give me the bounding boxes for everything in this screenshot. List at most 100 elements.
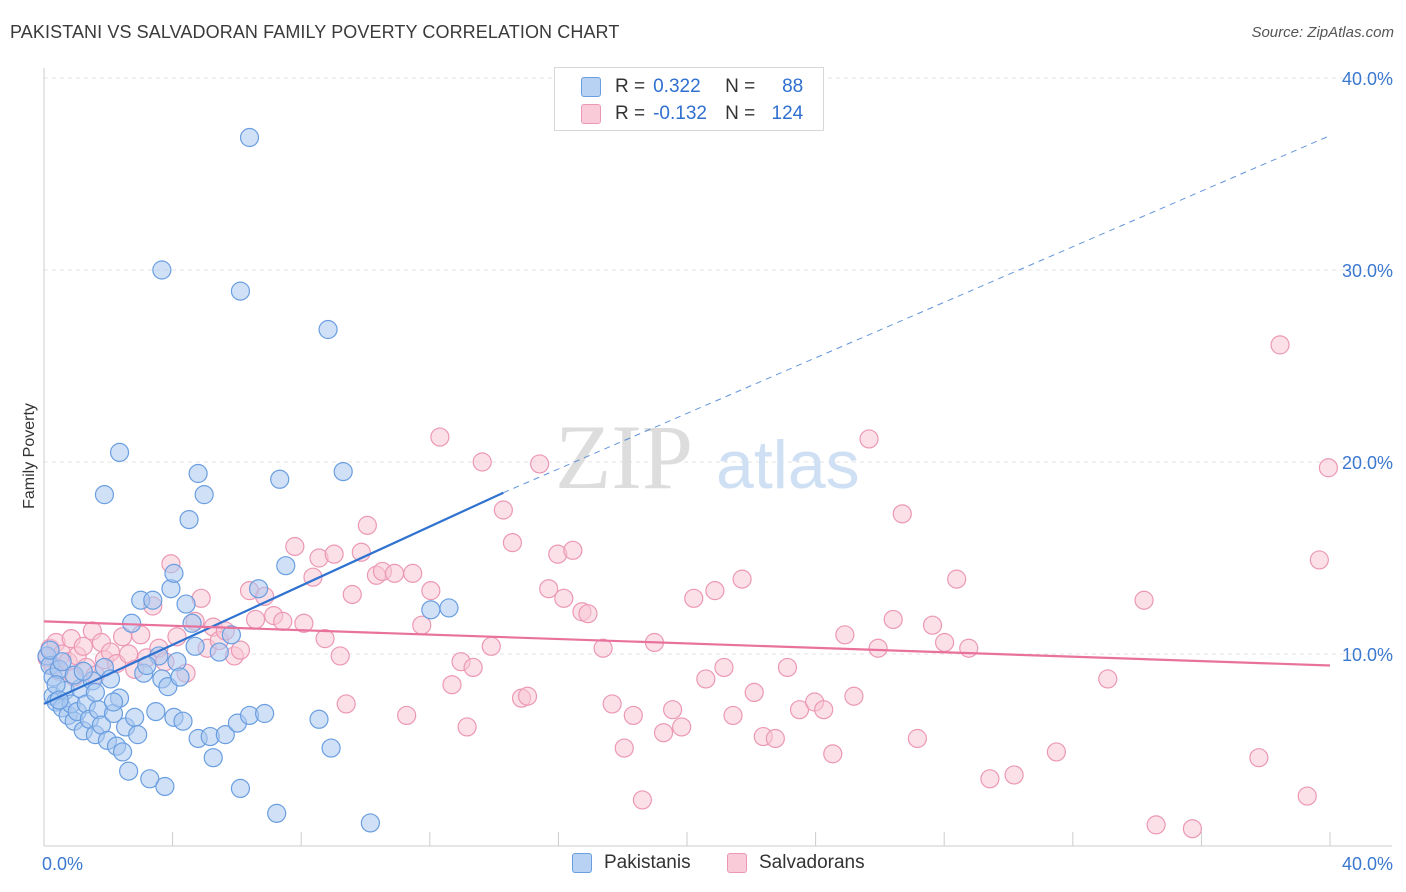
pakistani-point <box>221 625 241 645</box>
pakistani-point <box>439 598 459 618</box>
legend-row-salvadorans: R = -0.132 N = 124 <box>581 101 803 127</box>
pakistani-point <box>230 281 251 301</box>
pakistani-point <box>94 485 115 505</box>
pakistani-trend-extension <box>503 135 1331 494</box>
legend-n-value: 124 <box>771 103 804 124</box>
legend-label-pakistanis: Pakistanis <box>604 852 691 873</box>
pakistani-point <box>179 509 199 530</box>
salvadoran-point <box>1318 458 1338 478</box>
pakistani-swatch <box>581 77 601 97</box>
legend-item-pakistanis[interactable]: Pakistanis <box>572 852 691 874</box>
tick-labels: 10.0% 20.0% 30.0% 40.0% 0.0% 40.0% <box>42 69 1393 874</box>
pakistani-point <box>112 742 133 762</box>
pakistani-point <box>182 613 202 633</box>
salvadoran-point <box>883 609 903 630</box>
pakistani-point <box>267 803 287 823</box>
chart-title: PAKISTANI VS SALVADORAN FAMILY POVERTY C… <box>10 22 620 42</box>
salvadoran-point <box>554 588 574 608</box>
y-tick-label: 30.0% <box>1342 261 1393 281</box>
salvadoran-point <box>384 563 405 583</box>
salvadoran-point <box>245 609 266 630</box>
pakistani-point <box>215 725 235 745</box>
x-tick-label: 40.0% <box>1342 854 1393 874</box>
legend-label-salvadorans: Salvadorans <box>759 852 865 873</box>
salvadoran-point <box>696 669 716 689</box>
legend-item-salvadorans[interactable]: Salvadorans <box>727 852 865 874</box>
salvadoran-point <box>578 604 598 624</box>
pakistani-point <box>109 442 130 462</box>
pakistani-point <box>140 769 160 789</box>
salvadoran-point <box>947 569 967 589</box>
pakistani-point <box>103 692 124 712</box>
pakistani-point <box>239 127 260 148</box>
salvadoran-point <box>959 638 979 658</box>
salvadoran-point <box>330 646 350 666</box>
legend-r-value: 0.322 <box>653 76 701 97</box>
pakistani-points <box>37 127 459 833</box>
salvadoran-point <box>493 500 513 520</box>
salvadoran-point <box>614 738 634 758</box>
pakistani-point <box>85 682 105 703</box>
salvadoran-point <box>868 638 888 658</box>
salvadoran-point <box>672 717 692 737</box>
salvadoran-point <box>563 540 583 560</box>
salvadoran-point <box>653 723 674 743</box>
pakistani-point <box>333 462 353 482</box>
salvadoran-trend-line <box>43 620 1331 667</box>
pakistani-point <box>203 748 223 768</box>
salvadoran-point <box>457 717 477 737</box>
salvadoran-point <box>403 563 423 583</box>
salvadoran-point <box>705 581 725 601</box>
pakistani-point <box>146 701 166 722</box>
source-label: Source: ZipAtlas.com <box>1251 24 1394 41</box>
y-tick-label: 10.0% <box>1342 645 1393 665</box>
salvadoran-point <box>481 636 501 656</box>
salvadoran-point <box>421 581 441 601</box>
pakistani-point <box>360 813 380 833</box>
pakistani-point <box>248 579 269 599</box>
salvadoran-point <box>765 728 785 749</box>
pakistani-point <box>309 709 329 729</box>
legend-row-pakistanis: R = 0.322 N = 88 <box>581 74 803 100</box>
salvadoran-point <box>789 700 810 720</box>
legend-r-key: R = <box>615 76 646 97</box>
salvadoran-point <box>907 728 927 749</box>
pakistani-point <box>52 652 72 672</box>
y-tick-label: 20.0% <box>1342 453 1393 473</box>
salvadoran-point <box>315 629 335 649</box>
salvadoran-point <box>814 700 834 720</box>
pakistani-point <box>173 711 193 731</box>
legend-n-key: N = <box>725 103 756 124</box>
salvadoran-point <box>1182 819 1202 839</box>
salvadoran-point <box>632 790 652 810</box>
gridlines <box>44 77 1392 655</box>
pakistani-point <box>270 469 290 489</box>
pakistani-point <box>176 594 196 614</box>
salvadoran-point <box>442 675 462 695</box>
trend-lines <box>43 135 1331 705</box>
pakistani-point <box>421 600 441 620</box>
salvadoran-point <box>273 611 293 631</box>
salvadoran-point <box>230 640 251 660</box>
salvadoran-point <box>539 579 559 599</box>
pakistani-point <box>188 463 208 484</box>
salvadoran-point <box>980 769 1000 789</box>
salvadoran-point <box>602 694 622 714</box>
salvadoran-point <box>777 657 798 678</box>
salvadoran-point <box>723 705 743 726</box>
salvadoran-point <box>430 427 450 447</box>
pakistani-point <box>143 590 163 610</box>
pakistani-point <box>185 636 205 656</box>
salvadoran-point <box>472 452 492 472</box>
pakistani-point <box>230 778 251 799</box>
salvadoran-point <box>285 536 305 557</box>
salvadoran-point <box>294 613 314 633</box>
salvadoran-point <box>324 544 344 564</box>
y-axis-title: Family Poverty <box>21 403 38 509</box>
salvadoran-point <box>1249 748 1269 768</box>
salvadoran-point <box>1270 335 1290 355</box>
watermark-atlas: atlas <box>716 427 860 503</box>
pakistani-point <box>125 707 145 727</box>
pakistani-point <box>40 640 60 660</box>
